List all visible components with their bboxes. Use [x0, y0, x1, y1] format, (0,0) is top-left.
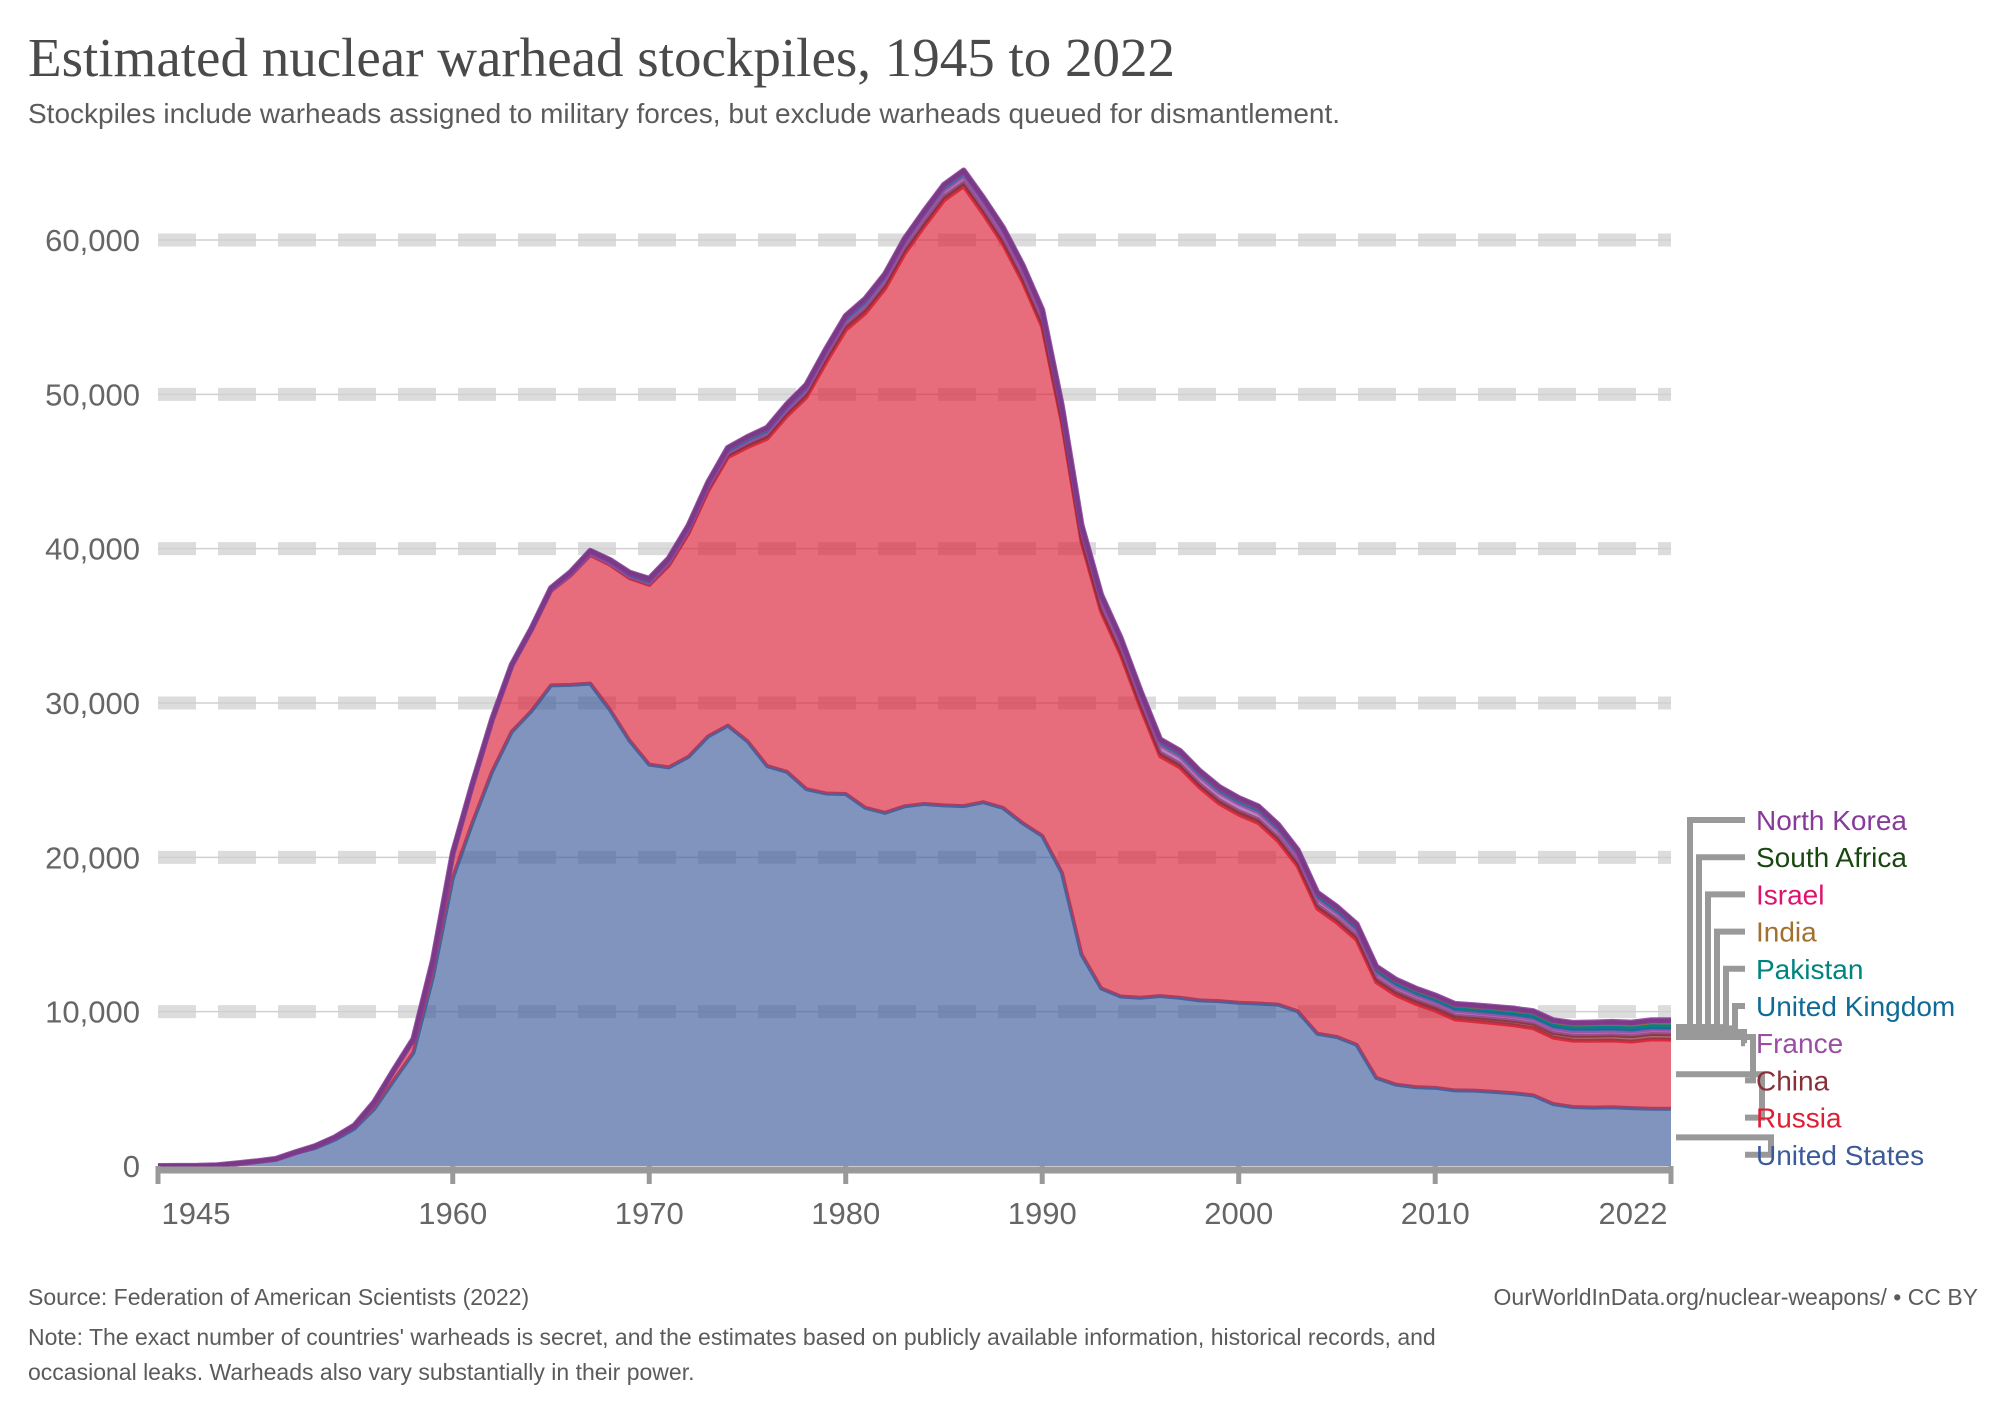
- source-text: Source: Federation of American Scientist…: [28, 1284, 529, 1310]
- legend-label-israel[interactable]: Israel: [1756, 879, 1824, 910]
- legend-connector: [1676, 1134, 1774, 1158]
- credit-link[interactable]: OurWorldInData.org/nuclear-weapons/ • CC…: [1494, 1284, 1978, 1310]
- legend-label-south-africa[interactable]: South Africa: [1756, 842, 1907, 873]
- x-tick-label: 1990: [1008, 1196, 1077, 1231]
- x-tick-label: 1945: [162, 1196, 231, 1231]
- y-tick-label: 30,000: [45, 686, 140, 721]
- x-tick-label: 1970: [615, 1196, 684, 1231]
- series-areas: [157, 167, 1672, 1169]
- x-tick-label: 2010: [1401, 1196, 1470, 1231]
- note-line-1: Note: The exact number of countries' war…: [28, 1324, 1436, 1350]
- chart-title: Estimated nuclear warhead stockpiles, 19…: [28, 27, 1175, 88]
- legend-label-pakistan[interactable]: Pakistan: [1756, 954, 1863, 985]
- y-tick-label: 20,000: [45, 840, 140, 875]
- y-tick-label: 10,000: [45, 995, 140, 1030]
- x-tick-label: 1960: [418, 1196, 487, 1231]
- x-axis: 1945 1960 1970 1980 1990 2000 2010 2022: [155, 1166, 1674, 1231]
- line-north-korea: [157, 167, 1672, 1169]
- legend-label-united-states[interactable]: United States: [1756, 1140, 1924, 1171]
- legend-label-france[interactable]: France: [1756, 1028, 1843, 1059]
- legend-connector: [1676, 1033, 1756, 1084]
- legend-connector: [1676, 1071, 1765, 1121]
- area-united-states: [158, 683, 1671, 1166]
- y-tick-label: 60,000: [45, 223, 140, 258]
- legend-label-china[interactable]: China: [1756, 1065, 1830, 1096]
- y-tick-label: 40,000: [45, 532, 140, 567]
- legend-label-united-kingdom[interactable]: United Kingdom: [1756, 991, 1955, 1022]
- legend-label-india[interactable]: India: [1756, 917, 1817, 948]
- x-tick-label: 1980: [811, 1196, 880, 1231]
- y-tick-label: 0: [123, 1149, 140, 1184]
- x-tick-label: 2022: [1599, 1196, 1668, 1231]
- legend: United States Russia China France United Kin…: [1676, 805, 1955, 1171]
- chart-subtitle: Stockpiles include warheads assigned to …: [28, 98, 1340, 129]
- y-tick-label: 50,000: [45, 377, 140, 412]
- area-russia: [158, 186, 1671, 1166]
- legend-label-russia[interactable]: Russia: [1756, 1103, 1842, 1134]
- x-tick-label: 2000: [1204, 1196, 1273, 1231]
- legend-connector: [1676, 1029, 1747, 1047]
- note-line-2: occasional leaks. Warheads also vary sub…: [28, 1359, 694, 1385]
- legend-label-north-korea[interactable]: North Korea: [1756, 805, 1907, 836]
- legend-connector: [1676, 817, 1745, 1031]
- y-axis: 0 10,000 20,000 30,000 40,000 50,000 60,000: [45, 223, 140, 1184]
